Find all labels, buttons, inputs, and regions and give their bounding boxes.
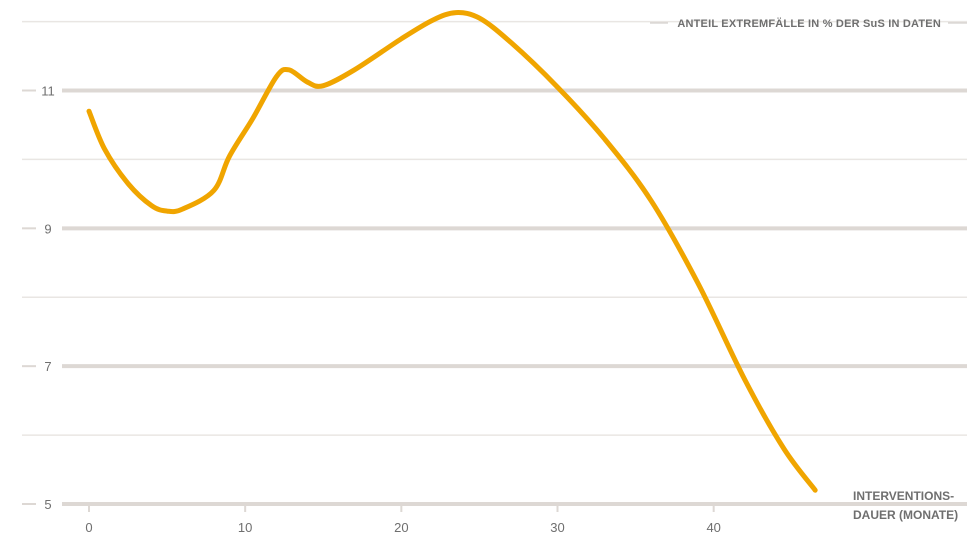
x-axis-ticks: 0 10 20 30 40 bbox=[85, 506, 721, 535]
x-axis-title: INTERVENTIONS- DAUER (MONATE) bbox=[853, 489, 958, 522]
y-axis-title: ANTEIL EXTREMFÄLLE IN % DER SuS IN DATEN bbox=[677, 17, 941, 30]
y-tick-label: 5 bbox=[44, 497, 51, 512]
x-axis-title-line-2: DAUER (MONATE) bbox=[853, 508, 958, 522]
x-tick-label: 10 bbox=[238, 520, 252, 535]
y-tick-label: 9 bbox=[44, 221, 51, 236]
series-line bbox=[86, 10, 818, 493]
y-tick-label: 11 bbox=[41, 84, 55, 99]
x-tick-label: 20 bbox=[394, 520, 408, 535]
x-tick-label: 0 bbox=[85, 520, 92, 535]
grid-lines bbox=[22, 20, 967, 506]
x-tick-label: 30 bbox=[550, 520, 564, 535]
x-tick-label: 40 bbox=[706, 520, 720, 535]
y-axis-ticks: 5 7 9 11 bbox=[41, 84, 55, 513]
y-tick-label: 7 bbox=[44, 359, 51, 374]
x-axis-title-line-1: INTERVENTIONS- bbox=[853, 489, 954, 503]
